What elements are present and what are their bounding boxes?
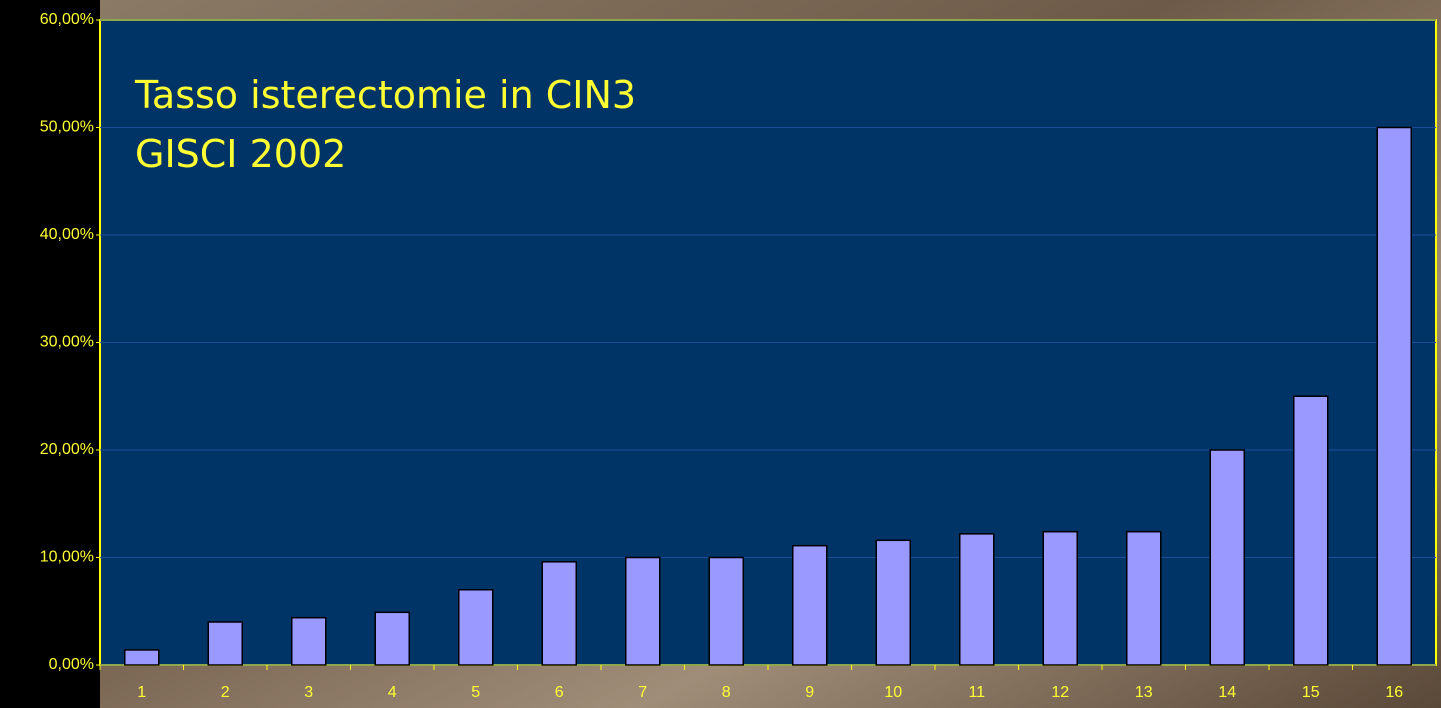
bar <box>374 611 410 666</box>
x-tick-label: 7 <box>638 684 647 701</box>
bar <box>207 621 243 666</box>
x-tick-label: 2 <box>221 684 230 701</box>
x-tick-label: 9 <box>805 684 814 701</box>
x-tick-label: 15 <box>1302 684 1320 701</box>
x-tick-label: 8 <box>722 684 731 701</box>
y-tick-label: 0,00% <box>49 656 94 673</box>
x-tick-label: 11 <box>968 684 985 701</box>
y-tick-label: 30,00% <box>40 334 94 351</box>
x-tick-label: 12 <box>1051 684 1069 701</box>
bar <box>625 556 661 666</box>
y-tick-label: 60,00% <box>40 11 94 28</box>
y-tick-label: 40,00% <box>40 226 94 243</box>
bar <box>708 556 744 666</box>
bar <box>124 649 160 666</box>
x-tick-label: 13 <box>1135 684 1153 701</box>
chart-layer <box>96 19 1436 666</box>
bar <box>792 544 828 666</box>
x-tick-label: 10 <box>884 684 902 701</box>
bar <box>1376 126 1412 666</box>
bar <box>1209 449 1245 666</box>
y-tick-label: 20,00% <box>40 441 94 458</box>
bar <box>1126 530 1162 666</box>
bar <box>875 539 911 666</box>
y-tick-label: 50,00% <box>40 119 94 136</box>
x-tick-label: 3 <box>304 684 313 701</box>
bar <box>291 616 327 666</box>
bar <box>959 533 995 666</box>
x-tick-label: 5 <box>471 684 480 701</box>
x-tick-label: 16 <box>1385 684 1403 701</box>
x-tick-label: 14 <box>1218 684 1236 701</box>
bar <box>541 561 577 666</box>
bar <box>1293 395 1329 666</box>
x-tick-label: 1 <box>137 684 146 701</box>
bar <box>458 589 494 666</box>
chart-title: Tasso isterectomie in CIN3 <box>134 73 636 117</box>
chart-subtitle: GISCI 2002 <box>135 132 346 176</box>
bar <box>1042 530 1078 666</box>
x-tick-label: 6 <box>555 684 564 701</box>
y-tick-label: 10,00% <box>40 549 94 566</box>
x-tick-label: 4 <box>388 684 397 701</box>
